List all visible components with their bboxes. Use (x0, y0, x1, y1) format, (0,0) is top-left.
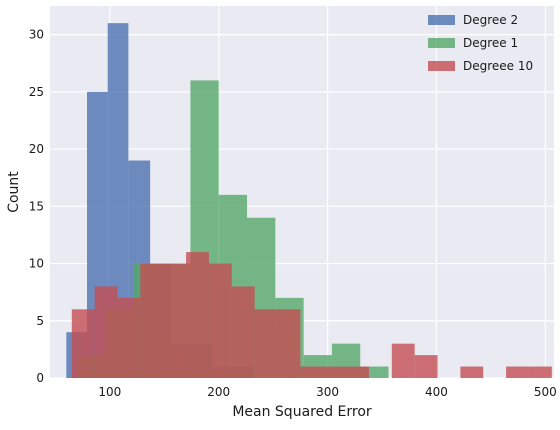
histogram-bar (528, 366, 552, 378)
histogram-bar (94, 286, 118, 378)
histogram-bar (71, 309, 95, 378)
x-tick-label: 400 (425, 385, 448, 399)
legend-swatch (428, 61, 455, 71)
y-tick-label: 0 (36, 371, 44, 385)
histogram-bar (300, 366, 324, 378)
x-tick-label: 500 (534, 385, 557, 399)
x-tick-labels: 100 200 300 400 500 (98, 385, 556, 399)
series-2-bars (71, 252, 552, 378)
x-tick-label: 300 (316, 385, 339, 399)
histogram-bar (323, 366, 347, 378)
y-tick-label: 25 (29, 85, 44, 99)
histogram-bar (163, 263, 187, 378)
histogram-bar (506, 366, 529, 378)
legend-label: Degree 1 (463, 36, 518, 50)
histogram-bar (208, 263, 232, 378)
y-axis-label: Count (6, 171, 22, 213)
y-tick-label: 15 (29, 199, 44, 213)
histogram-bar (231, 286, 255, 378)
histogram-bar (277, 309, 301, 378)
y-tick-label: 5 (36, 314, 44, 328)
legend-swatch (428, 15, 455, 25)
legend-label: Degreee 10 (463, 59, 533, 73)
histogram-bar (414, 355, 438, 378)
y-tick-labels: 0 5 10 15 20 25 30 (29, 28, 44, 385)
histogram-bar (186, 252, 209, 378)
histogram-bar (254, 309, 278, 378)
x-tick-label: 100 (98, 385, 121, 399)
histogram-bar (460, 366, 484, 378)
histogram-bar (391, 343, 415, 378)
legend-swatch (428, 38, 455, 48)
histogram-bar (140, 263, 164, 378)
bars (66, 23, 552, 379)
histogram-bar (346, 366, 369, 378)
y-tick-label: 30 (29, 28, 44, 42)
y-tick-label: 10 (29, 257, 44, 271)
histogram-bar (360, 366, 389, 378)
histogram-bar (117, 297, 141, 378)
x-tick-label: 200 (207, 385, 230, 399)
x-axis-label: Mean Squared Error (232, 404, 372, 420)
legend-label: Degree 2 (463, 13, 518, 27)
legend: Degree 2 Degree 1 Degreee 10 (428, 13, 533, 73)
y-tick-label: 20 (29, 142, 44, 156)
